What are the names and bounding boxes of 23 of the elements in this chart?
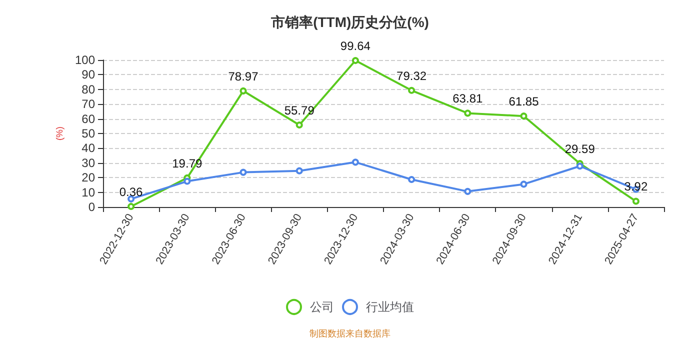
legend-label: 行业均值: [366, 300, 414, 314]
y-axis-title: (%): [54, 126, 65, 140]
data-label: 61.85: [508, 94, 540, 109]
y-tick-label: 80: [82, 82, 96, 96]
data-label: 79.32: [396, 68, 427, 83]
y-tick-label: 20: [82, 170, 96, 185]
y-tick-label: 60: [82, 112, 96, 126]
y-tick-label: 10: [82, 185, 96, 200]
chart-title: 市销率(TTM)历史分位(%): [270, 14, 429, 30]
legend-label: 公司: [310, 300, 334, 314]
y-tick-label: 40: [82, 141, 96, 156]
data-label: 0.36: [119, 184, 144, 199]
y-tick-label: 70: [82, 97, 96, 112]
data-label: 29.59: [564, 142, 596, 156]
text: 制图数据来自数据库: [310, 328, 390, 338]
data-label: 99.64: [340, 39, 371, 54]
y-tick-label: 90: [82, 68, 96, 82]
data-label: 78.97: [228, 69, 259, 84]
y-tick-label: 50: [82, 126, 96, 140]
y-tick-label: 100: [74, 53, 96, 67]
y-tick-label: 0: [88, 200, 96, 214]
data-label: 63.81: [452, 92, 483, 106]
y-tick-label: 30: [82, 156, 96, 170]
